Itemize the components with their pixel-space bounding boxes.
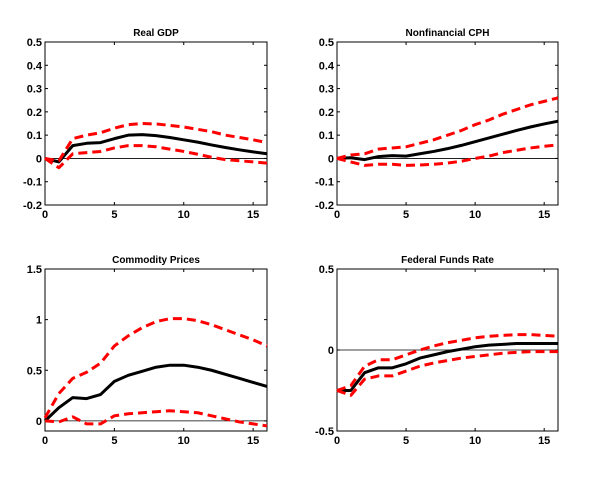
confidence-band-line: [43, 317, 268, 419]
x-tick-label: 0: [334, 435, 340, 447]
estimate-line: [337, 342, 558, 392]
subplot-title: Federal Funds Rate: [401, 255, 494, 266]
subplot-2: Nonfinancial CPH 0 5 10 15 -0.2 -0.1 0 0.1 0.2 0.3…: [315, 28, 559, 221]
estimate-line: [43, 363, 268, 422]
y-tick-label: 0.4: [27, 60, 43, 72]
confidence-band-line: [44, 144, 268, 170]
y-tick-label: -0.1: [23, 177, 42, 189]
y-tick-label: 0: [328, 153, 334, 165]
y-tick-label: 0.1: [27, 130, 42, 142]
x-tick-label: 5: [111, 435, 117, 447]
y-tick-label: 0: [36, 153, 42, 165]
y-tick-label: -0.5: [315, 426, 334, 438]
y-tick-label: 1.5: [27, 264, 42, 276]
axes-frame: [44, 41, 268, 206]
subplot-title: Real GDP: [133, 28, 179, 39]
y-tick-label: 1: [36, 315, 42, 327]
y-tick-label: 0.3: [27, 84, 42, 96]
x-tick-label: 5: [403, 209, 409, 221]
axes-frame: [44, 268, 268, 432]
y-tick-label: -0.1: [315, 177, 334, 189]
y-tick-label: 0: [328, 345, 334, 357]
confidence-band-line: [44, 409, 268, 428]
confidence-band-line: [336, 96, 559, 160]
confidence-band-line: [44, 122, 268, 163]
confidence-band-line: [336, 350, 558, 397]
y-tick-label: 0.2: [27, 107, 42, 119]
y-tick-label: 0.5: [319, 37, 334, 49]
x-tick-label: 10: [178, 435, 190, 447]
y-tick-label: 0.4: [319, 60, 335, 72]
y-tick-label: 0.5: [27, 365, 42, 377]
x-tick-label: 10: [469, 435, 481, 447]
y-tick-label: 0: [36, 416, 42, 428]
estimate-line: [336, 119, 559, 162]
confidence-band-line: [336, 143, 559, 167]
confidence-band-line: [336, 333, 559, 392]
subplot-3: Commodity Prices 0 5 10 15 0 0.5 1 1.5: [27, 255, 268, 447]
x-tick-label: 0: [42, 209, 48, 221]
subplot-title: Commodity Prices: [112, 255, 200, 266]
y-tick-label: 0.5: [27, 37, 42, 49]
y-tick-label: -0.2: [315, 200, 334, 212]
x-tick-label: 5: [403, 435, 409, 447]
x-tick-label: 15: [538, 435, 550, 447]
subplot-title: Nonfinancial CPH: [406, 28, 490, 39]
y-tick-label: 0.5: [319, 264, 334, 276]
y-tick-label: 0.1: [319, 130, 334, 142]
y-tick-label: -0.2: [23, 200, 42, 212]
axes-frame: [336, 41, 559, 206]
x-tick-label: 15: [247, 209, 259, 221]
x-tick-label: 15: [247, 435, 259, 447]
estimate-line: [44, 133, 268, 164]
y-tick-label: 0.3: [319, 84, 334, 96]
x-tick-label: 0: [42, 435, 48, 447]
y-tick-label: 0.2: [319, 107, 334, 119]
x-tick-label: 10: [469, 209, 481, 221]
subplot-1: Real GDP 0 5 10 15 -0.2 -0.1 0 0.1 0.2 0.3 0.4 0.5: [23, 28, 268, 221]
x-tick-label: 5: [111, 209, 117, 221]
x-tick-label: 15: [538, 209, 550, 221]
x-tick-label: 0: [334, 209, 340, 221]
x-tick-label: 10: [178, 209, 190, 221]
